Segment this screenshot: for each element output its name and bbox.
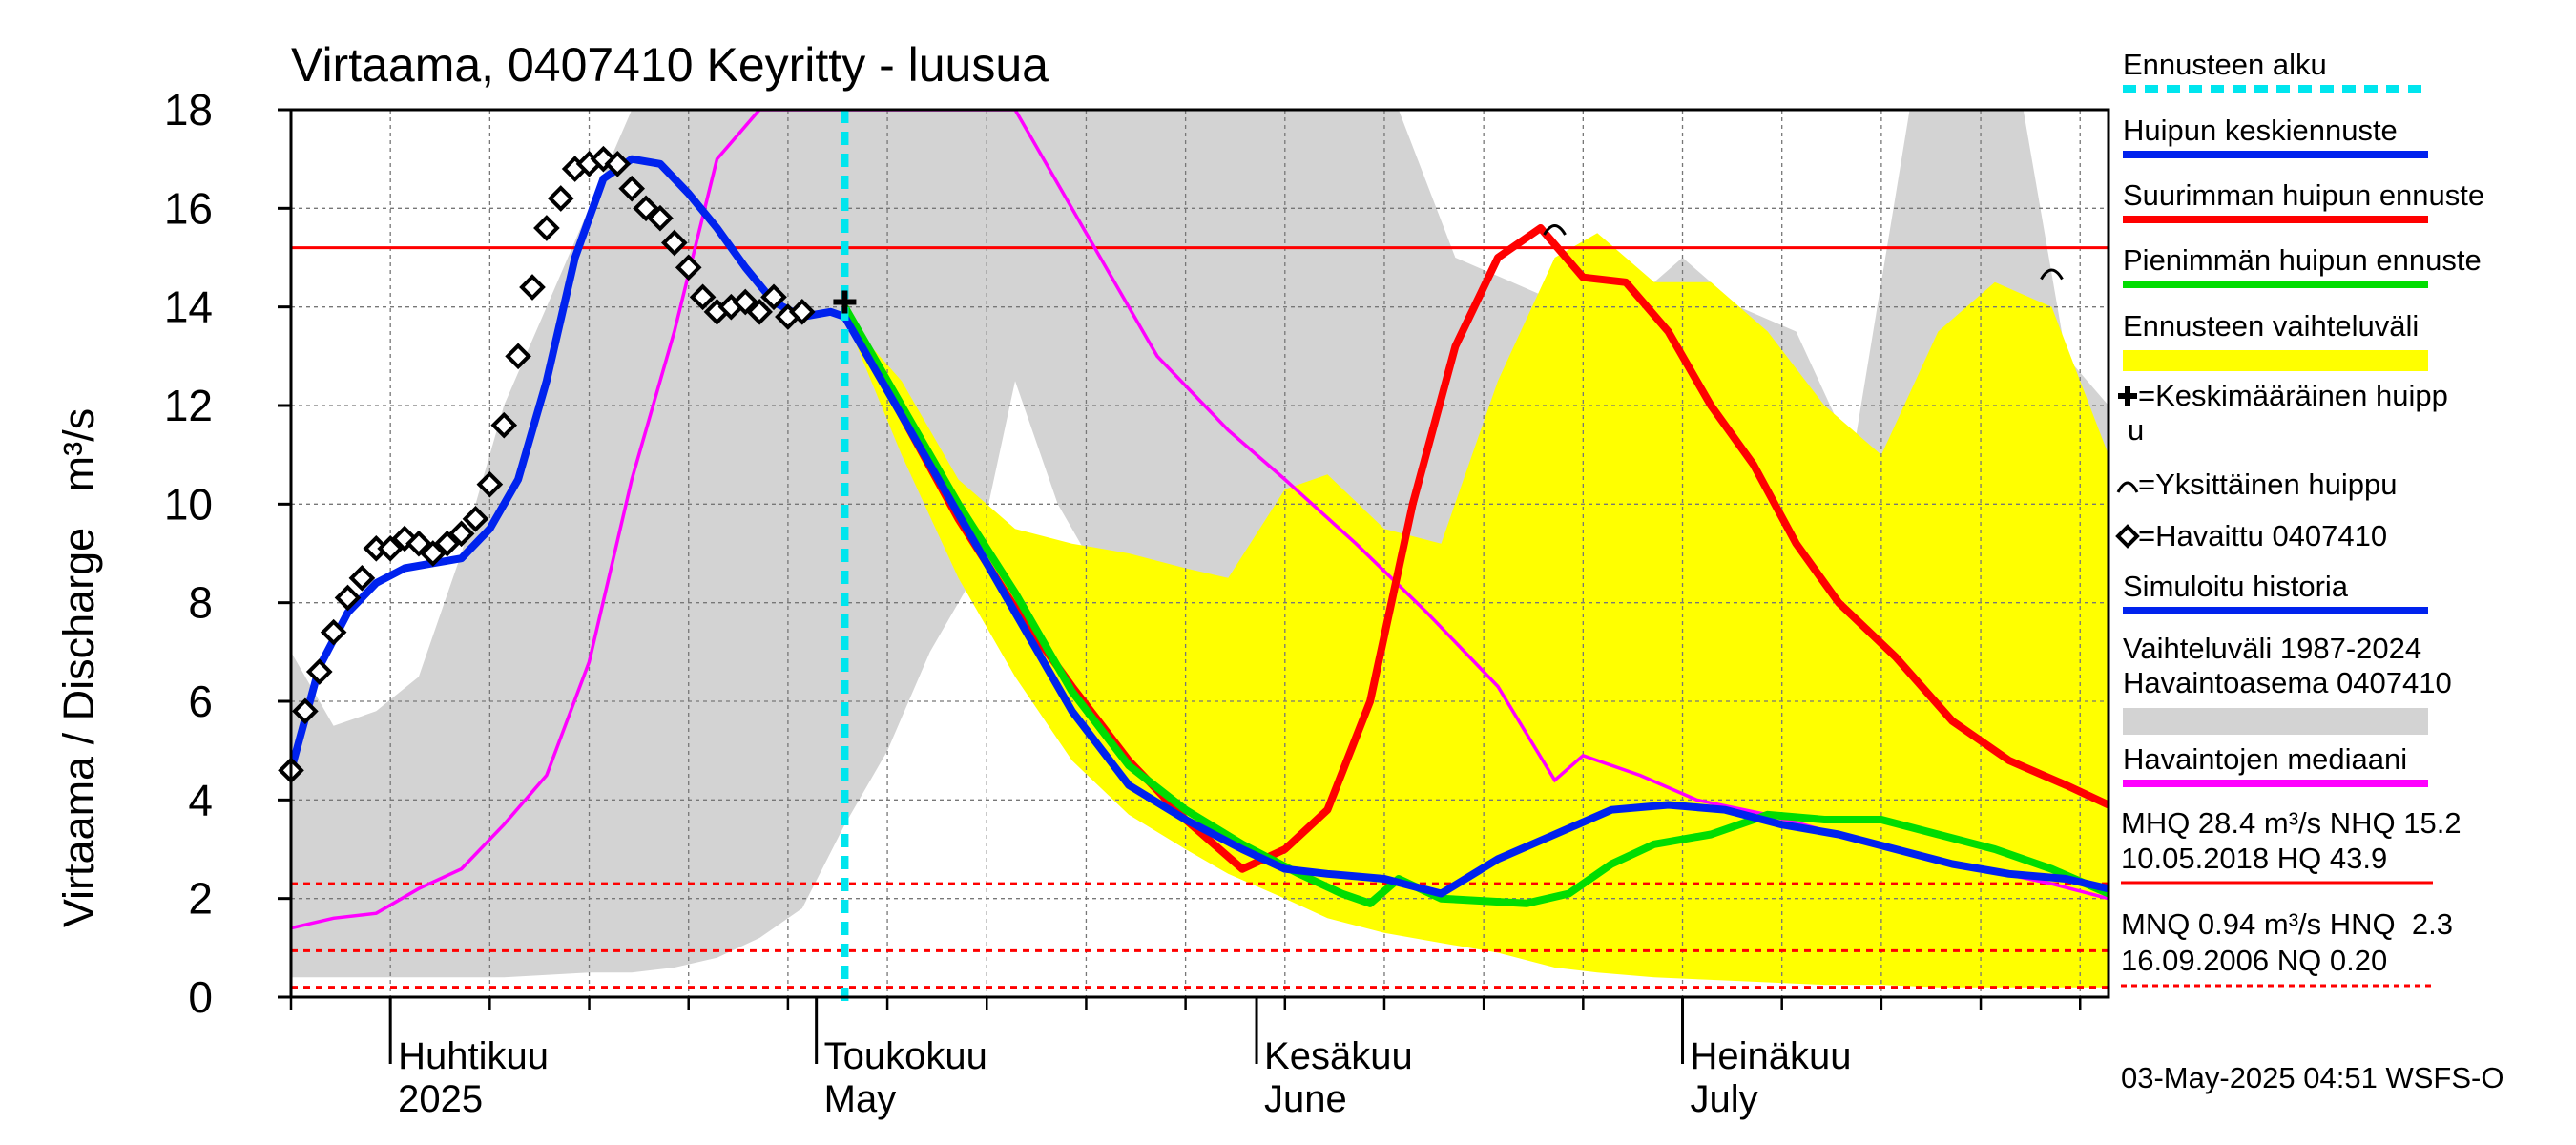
y-tick-label: 16	[164, 183, 213, 233]
observed-point	[405, 530, 432, 557]
series-huipun-keskiennuste	[291, 155, 2109, 898]
legend-pienimm-n-huipun-ennuste-label: Pienimmän huipun ennuste	[2123, 243, 2482, 277]
legend-keskim-r-inen-huipp-label: =Keskimääräinen huipp	[2138, 379, 2448, 412]
stats-line-4: 16.09.2006 NQ 0.20	[2121, 944, 2387, 977]
legend-keskim-r-inen-huipp-icon	[2118, 386, 2137, 406]
observed-point	[433, 530, 461, 557]
y-axis-label: Virtaama / Discharge m³/s	[54, 408, 103, 927]
y-tick-label: 2	[188, 874, 213, 924]
statistics-block: MHQ 28.4 m³/s NHQ 15.2 10.05.2018 HQ 43.…	[2121, 806, 2462, 988]
legend-keskim-r-inen-huipp-label-2: u	[2128, 413, 2144, 447]
observed-point	[633, 195, 659, 222]
observed-point	[490, 411, 518, 439]
legend-ennusteen-vaihteluv-li-label: Ennusteen vaihteluväli	[2123, 309, 2419, 343]
legend-suurimman-huipun-ennuste-label: Suurimman huipun ennuste	[2123, 178, 2484, 212]
legend-yksitt-inen-huippu-icon	[2116, 481, 2139, 493]
month-label-en: May	[824, 1078, 897, 1120]
month-label-fi: Huhtikuu	[398, 1035, 549, 1077]
y-tick-label: 0	[188, 972, 213, 1022]
observed-point	[377, 535, 405, 562]
observed-point	[320, 618, 347, 646]
single-peak-marker	[1543, 224, 1567, 236]
legend-vaihteluv-li-1987-2024-swatch	[2123, 708, 2428, 735]
legend-havaittu-0407410-icon	[2115, 524, 2140, 549]
legend-vaihteluv-li-1987-2024-label: Vaihteluväli 1987-2024	[2123, 632, 2421, 665]
y-tick-label: 10	[164, 479, 213, 529]
month-label-fi: Kesäkuu	[1264, 1035, 1413, 1077]
series-pienimm-n-huipun-ennuste	[841, 304, 2109, 907]
observed-point	[760, 283, 787, 311]
legend-yksitt-inen-huippu-label: =Yksittäinen huippu	[2138, 468, 2397, 501]
stats-line-2: 10.05.2018 HQ 43.9	[2121, 842, 2387, 875]
single-peak-marker	[2040, 268, 2064, 281]
observed-point	[476, 470, 504, 498]
observed-point	[447, 520, 475, 548]
plot-frame	[289, 108, 2110, 999]
observed-point	[547, 185, 574, 212]
observed-point	[618, 175, 646, 202]
month-label-en: July	[1691, 1078, 1758, 1120]
month-label-en: June	[1264, 1078, 1347, 1120]
observed-point	[746, 299, 773, 325]
observed-point	[334, 584, 362, 612]
stats-line-1: MHQ 28.4 m³/s NHQ 15.2	[2121, 806, 2462, 840]
y-tick-label: 12	[164, 381, 213, 430]
footer-timestamp: 03-May-2025 04:51 WSFS-O	[2121, 1061, 2503, 1094]
chart-title: Virtaama, 0407410 Keyritty - luusua	[291, 38, 1049, 92]
y-tick-label: 14	[164, 282, 213, 332]
observed-point	[348, 565, 376, 592]
month-label-en: 2025	[398, 1078, 483, 1120]
observed-point	[604, 151, 632, 177]
legend-havaittu-0407410-label: =Havaittu 0407410	[2138, 519, 2387, 552]
legend-simuloitu-historia-label: Simuloitu historia	[2123, 570, 2349, 603]
observed-point	[292, 697, 319, 725]
legend-havaintojen-mediaani-label: Havaintojen mediaani	[2123, 742, 2407, 776]
average-peak-marker	[833, 290, 857, 314]
observed-point	[689, 283, 717, 311]
observed-point	[533, 215, 560, 241]
observed-point	[462, 506, 489, 532]
observed-point	[647, 204, 674, 232]
observed-point	[391, 525, 418, 552]
stats-line-3: MNQ 0.94 m³/s HNQ 2.3	[2121, 907, 2453, 941]
month-label-fi: Toukokuu	[824, 1035, 987, 1077]
legend-huipun-keskiennuste-label: Huipun keskiennuste	[2123, 114, 2398, 147]
plot-area	[291, 110, 2109, 997]
observed-point	[788, 299, 816, 325]
observed-point	[732, 288, 759, 316]
month-label-fi: Heinäkuu	[1691, 1035, 1852, 1077]
legend-ennusteen-vaihteluv-li-swatch	[2123, 350, 2428, 371]
observed-point	[305, 658, 333, 685]
observed-point	[675, 254, 702, 281]
observed-point	[519, 274, 546, 301]
legend-vaihteluv-li-1987-2024-label-2: Havaintoasema 0407410	[2123, 666, 2452, 699]
observed-point	[590, 145, 617, 173]
y-tick-label: 8	[188, 578, 213, 628]
y-tick-label: 18	[164, 85, 213, 135]
y-tick-label: 6	[188, 677, 213, 726]
legend-ennusteen-alku-label: Ennusteen alku	[2123, 48, 2327, 81]
observed-point	[505, 343, 531, 370]
observed-point	[661, 229, 688, 257]
legend: Ennusteen alku Huipun keskiennuste Suurimm…	[2115, 48, 2484, 787]
y-tick-label: 4	[188, 775, 213, 824]
observed-point	[419, 540, 447, 567]
